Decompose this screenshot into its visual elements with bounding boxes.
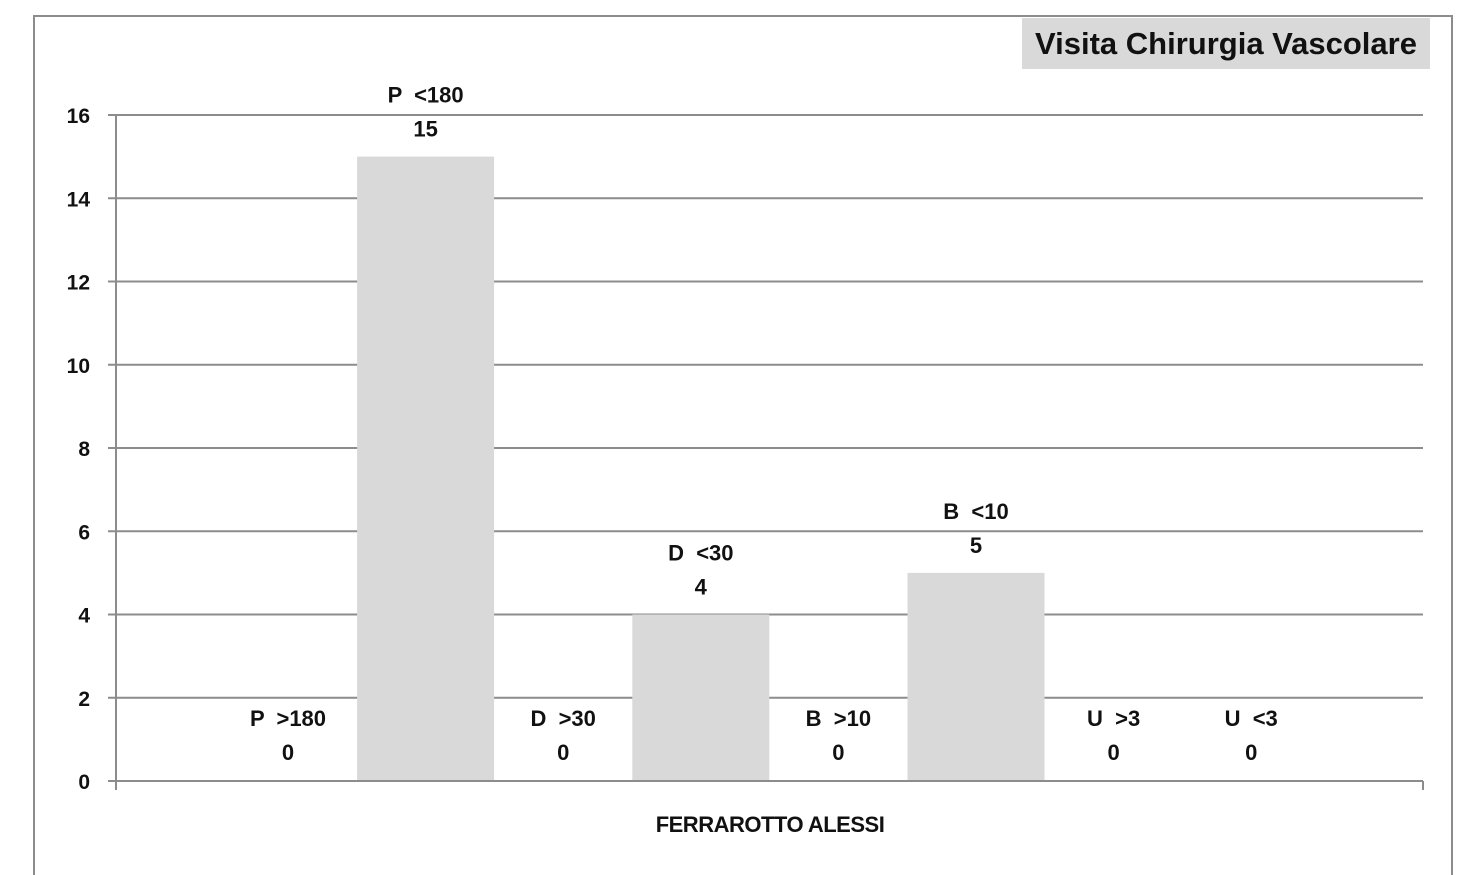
data-label-value: 0	[832, 740, 844, 765]
data-label-value: 4	[695, 575, 708, 600]
axes	[108, 115, 1424, 790]
data-label-value: 0	[282, 740, 294, 765]
y-tick-label: 4	[78, 605, 90, 628]
bar	[907, 572, 1045, 781]
y-tick-label: 12	[67, 272, 90, 295]
data-label-series: P >180	[250, 706, 326, 731]
gridlines	[108, 114, 1423, 699]
y-axis-ticks: 0 2 4 6 8 10 12 14 16	[67, 105, 91, 794]
x-axis-label: FERRAROTTO ALESSI	[655, 812, 885, 837]
data-label-series: B >10	[806, 706, 871, 731]
chart-frame	[33, 15, 1453, 875]
data-label-value: 5	[970, 533, 982, 558]
bars	[357, 156, 1045, 781]
bar	[632, 614, 770, 781]
y-tick-label: 16	[67, 105, 90, 128]
y-tick-label: 0	[78, 771, 90, 794]
y-tick-label: 10	[67, 355, 90, 378]
y-tick-label: 6	[78, 521, 90, 544]
y-tick-label: 14	[67, 188, 91, 211]
data-label-series: U <3	[1225, 706, 1278, 731]
chart-title: Visita Chirurgia Vascolare	[1022, 18, 1430, 69]
data-label-series: D <30	[668, 541, 733, 566]
data-label-value: 0	[557, 740, 569, 765]
data-label-series: U >3	[1087, 706, 1140, 731]
y-tick-label: 2	[78, 688, 90, 711]
data-label-value: 0	[1245, 740, 1257, 765]
data-label-value: 15	[413, 117, 437, 142]
data-label-value: 0	[1107, 740, 1119, 765]
bar	[357, 156, 495, 781]
y-tick-label: 8	[78, 438, 90, 461]
data-label-series: B <10	[943, 499, 1008, 524]
data-labels: P >180 0 P <180 15 D >30 0 D <30 4 B >10 0 B <10 5 U…	[250, 83, 1278, 765]
data-label-series: P <180	[388, 83, 464, 108]
data-label-series: D >30	[530, 706, 595, 731]
